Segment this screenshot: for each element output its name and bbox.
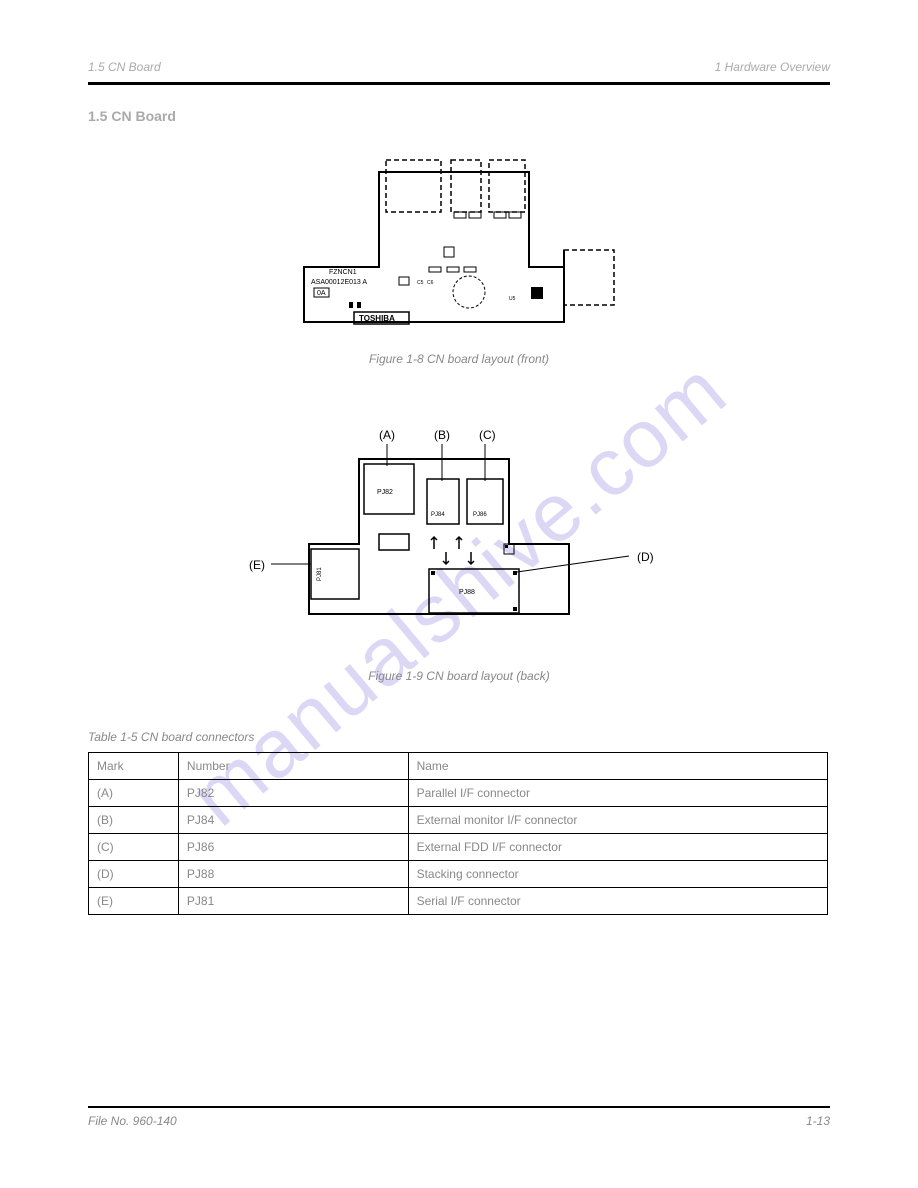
header-right: 1 Hardware Overview (715, 60, 830, 74)
pj-b: PJ84 (431, 512, 445, 518)
brand-label: TOSHIBA (359, 314, 395, 323)
board-label-mid: ASA00012E013 A (311, 279, 367, 286)
board-label-rev: 0A (317, 290, 326, 297)
page-content: 1.5 CN Board 1 Hardware Overview 1.5 CN … (88, 60, 830, 1128)
col-name: Name (408, 753, 827, 780)
figure-front: FZNCN1 ASA00012E013 A 0A TOSHIBA C5 C6 U… (299, 152, 619, 366)
pj-d: PJ88 (459, 589, 475, 596)
board-label-top: FZNCN1 (329, 269, 357, 276)
table-header-row: Mark Number Name (89, 753, 828, 780)
table-row: (D) PJ88 Stacking connector (89, 861, 828, 888)
figure-front-caption: Figure 1-8 CN board layout (front) (299, 352, 619, 366)
footer-rule (88, 1106, 830, 1108)
board-front-svg: FZNCN1 ASA00012E013 A 0A TOSHIBA C5 C6 U… (299, 152, 619, 337)
svg-text:C5: C5 (417, 280, 424, 286)
table-row: (E) PJ81 Serial I/F connector (89, 888, 828, 915)
header-left: 1.5 CN Board (88, 60, 161, 74)
connector-table: Mark Number Name (A) PJ82 Parallel I/F c… (88, 752, 828, 915)
callout-a: (A) (379, 428, 395, 442)
figure-back: (A) (B) (C) (D) (E) PJ82 PJ84 PJ86 PJ88 … (249, 430, 669, 683)
svg-text:C6: C6 (427, 280, 434, 286)
callout-b: (B) (434, 428, 450, 442)
callout-c: (C) (479, 428, 496, 442)
footer-right: 1-13 (806, 1114, 830, 1128)
pj-c: PJ86 (473, 512, 487, 518)
col-mark: Mark (89, 753, 179, 780)
table-row: (A) PJ82 Parallel I/F connector (89, 780, 828, 807)
table-title: Table 1-5 CN board connectors (88, 730, 254, 744)
callout-d: (D) (637, 550, 654, 564)
callout-e: (E) (249, 558, 265, 572)
header-rule (88, 82, 830, 85)
figure-back-caption: Figure 1-9 CN board layout (back) (249, 669, 669, 683)
section-title: 1.5 CN Board (88, 108, 176, 124)
pj-e: PJ81 (317, 567, 323, 581)
footer-left: File No. 960-140 (88, 1114, 177, 1128)
pj-a: PJ82 (377, 489, 393, 496)
board-back-svg: PJ82 PJ84 PJ86 PJ88 PJ81 (249, 444, 669, 654)
table-row: (B) PJ84 External monitor I/F connector (89, 807, 828, 834)
col-number: Number (178, 753, 408, 780)
table-row: (C) PJ86 External FDD I/F connector (89, 834, 828, 861)
svg-text:U5: U5 (509, 296, 516, 302)
